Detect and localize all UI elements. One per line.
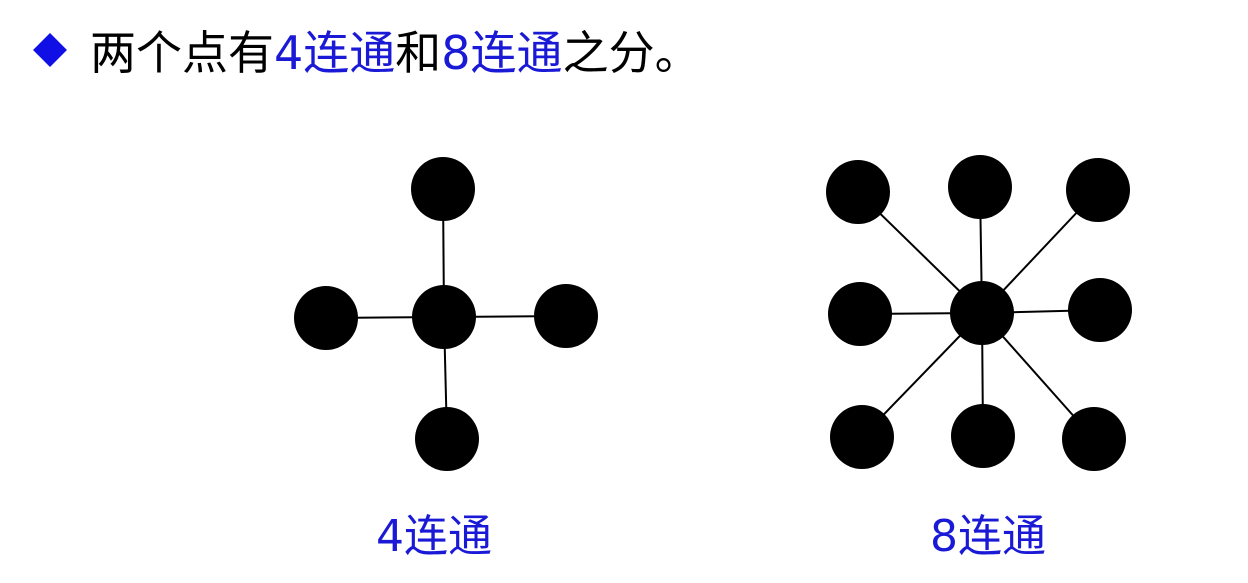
heading-text-mid: 和 <box>395 26 442 80</box>
diagram-4-connectivity <box>294 157 598 471</box>
slide-heading: 两个点有 4连通和 8连通 之分。 <box>30 12 701 88</box>
node-8-up-left <box>826 160 890 224</box>
node-8-down-left <box>830 405 894 469</box>
node-8-right <box>1068 278 1132 342</box>
node-8-down-right <box>1062 407 1126 471</box>
heading-text-before: 两个点有 <box>90 26 274 80</box>
node-8-left <box>828 282 892 346</box>
node-8-up <box>948 155 1012 219</box>
node-8-down <box>951 404 1015 468</box>
diagram-bottom-mask <box>0 472 1248 492</box>
node-4-left <box>294 286 358 350</box>
node-4-right <box>534 284 598 348</box>
heading-term-4-connectivity: 4连通 <box>274 26 396 80</box>
node-4-up <box>411 157 475 221</box>
heading-term-8-connectivity: 8连通 <box>441 26 563 80</box>
node-8-center <box>950 281 1014 345</box>
node-8-up-right <box>1066 158 1130 222</box>
node-4-down <box>415 407 479 471</box>
heading-text-after: 之分。 <box>562 26 701 80</box>
node-4-center <box>412 285 476 349</box>
caption-8-connectivity: 8连通 <box>930 511 1046 562</box>
caption-4-connectivity: 4连通 <box>376 511 492 562</box>
diagram-8-connectivity <box>826 155 1132 471</box>
